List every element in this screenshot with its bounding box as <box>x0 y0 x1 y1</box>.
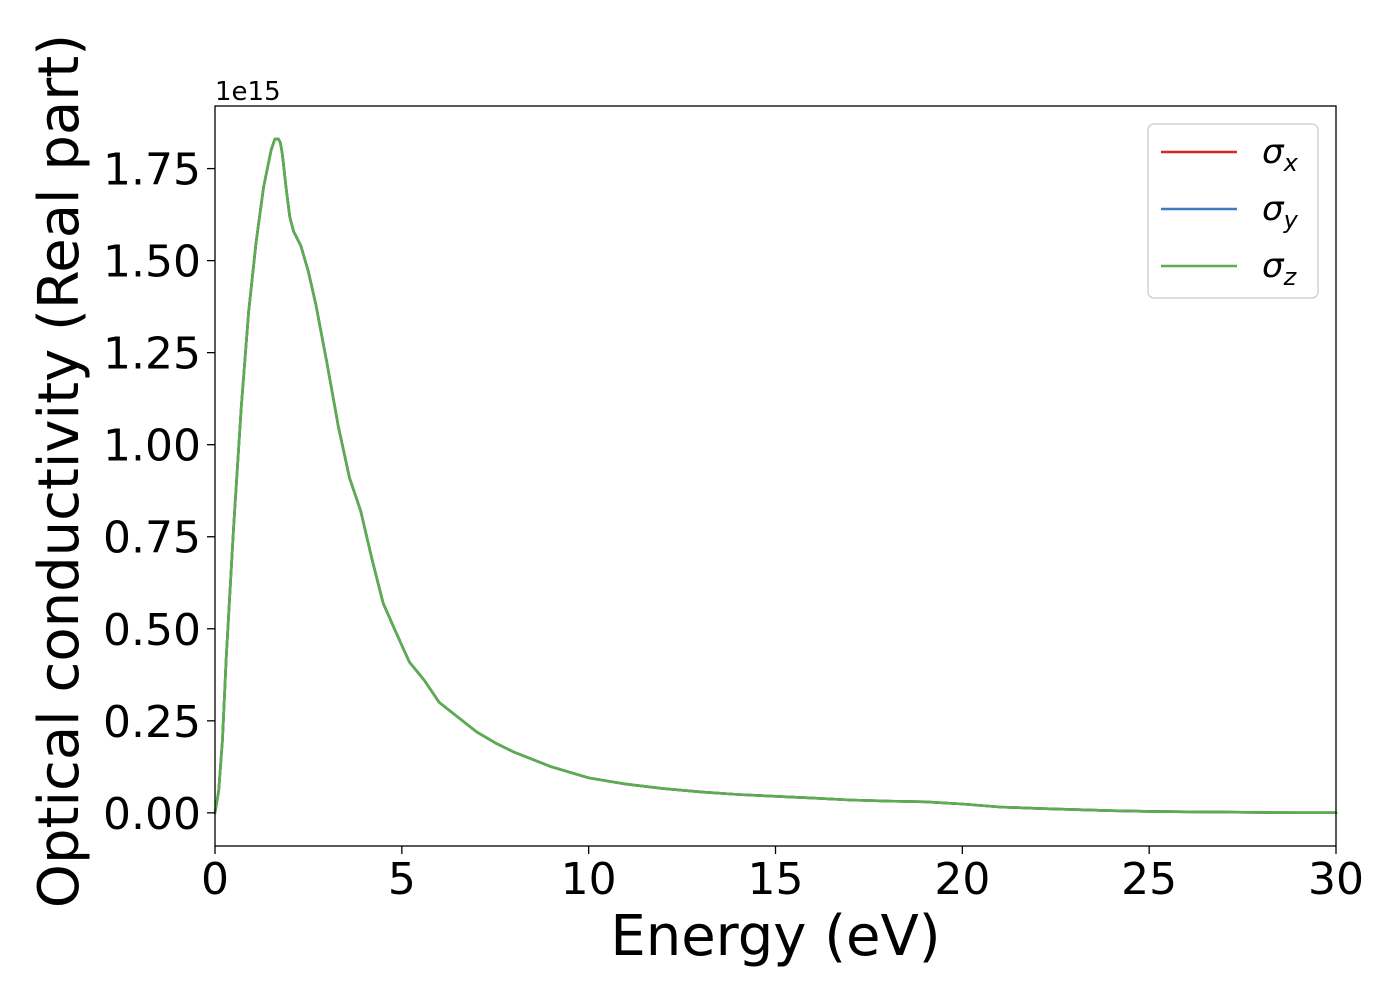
x-axis-label: Energy (eV) <box>610 904 940 969</box>
plot-lines <box>213 137 1338 815</box>
y-axis-label: Optical conductivity (Real part) <box>27 34 92 908</box>
series-line-z <box>213 137 1338 815</box>
legend-symbol: σ <box>1262 132 1285 172</box>
x-tick-label: 5 <box>388 854 416 905</box>
y-tick-label: 1.25 <box>103 329 201 380</box>
y-tick-label: 0.75 <box>103 513 201 564</box>
y-axis-ticks: 0.00 0.25 0.50 0.75 1.00 1.25 1.50 1.75 <box>103 145 215 840</box>
x-tick-label: 30 <box>1308 854 1364 905</box>
legend-label-z: σz <box>1262 246 1298 291</box>
legend-label-y: σy <box>1262 189 1299 234</box>
x-tick-label: 20 <box>934 854 990 905</box>
y-tick-label: 1.75 <box>103 145 201 196</box>
y-axis-offset-label: 1e15 <box>215 77 281 107</box>
y-tick-label: 0.00 <box>103 789 201 840</box>
x-axis-ticks: 0 5 10 15 20 25 30 <box>201 846 1364 905</box>
legend-box <box>1147 123 1319 299</box>
x-tick-label: 10 <box>561 854 617 905</box>
legend-subscript: y <box>1283 206 1299 234</box>
x-tick-label: 25 <box>1121 854 1177 905</box>
legend-subscript: z <box>1283 263 1298 291</box>
legend-symbol: σ <box>1262 246 1285 286</box>
y-tick-label: 1.50 <box>103 237 201 288</box>
x-tick-label: 0 <box>201 854 229 905</box>
y-tick-label: 1.00 <box>103 421 201 472</box>
legend-label-x: σx <box>1262 132 1299 177</box>
y-tick-label: 0.25 <box>103 697 201 748</box>
y-tick-label: 0.50 <box>103 605 201 656</box>
legend-symbol: σ <box>1262 189 1285 229</box>
legend-subscript: x <box>1283 149 1299 177</box>
x-tick-label: 15 <box>748 854 804 905</box>
